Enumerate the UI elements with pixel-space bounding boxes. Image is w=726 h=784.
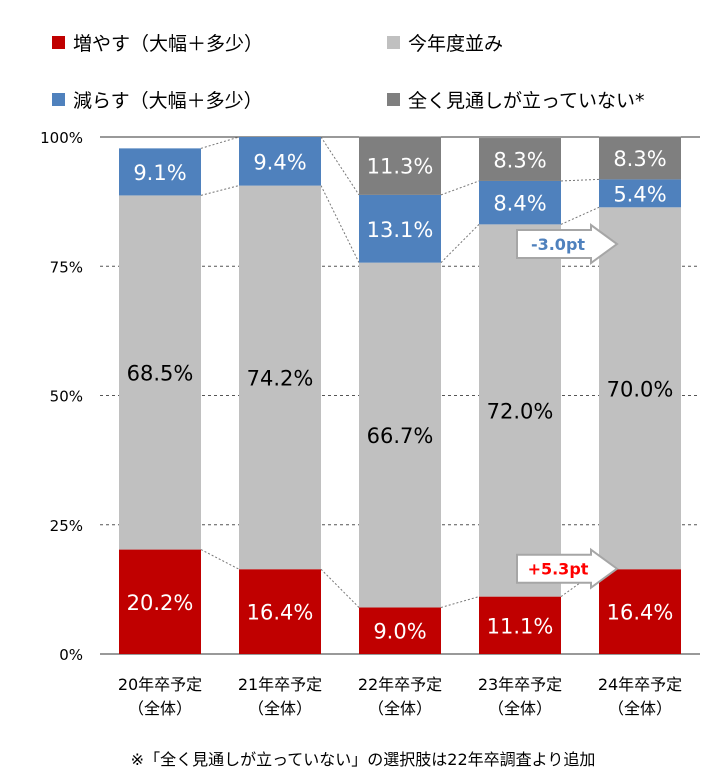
x-category-label-1-1: （全体） <box>248 699 312 718</box>
data-label-0-1: 16.4% <box>247 601 314 625</box>
x-category-label-0-0: 20年卒予定 <box>118 675 202 694</box>
bar-segment-0-4 <box>599 569 681 654</box>
data-label-3-4: 8.3% <box>613 147 666 171</box>
legend-item-decrease: 減らす（大幅＋多少） <box>52 86 263 113</box>
series-connector-line <box>200 185 240 196</box>
annotation-decrease-label: -3.0pt <box>531 235 585 254</box>
data-label-2-4: 5.4% <box>613 182 666 206</box>
bar-segment-1-1 <box>239 185 321 570</box>
x-category-label-3-0: 23年卒予定 <box>478 675 562 694</box>
bar-segment-2-2 <box>359 194 441 263</box>
data-label-1-3: 72.0% <box>487 399 554 423</box>
legend-item-undecided: 全く見通しが立っていない* <box>387 86 645 113</box>
legend-swatch-undecided <box>387 93 400 106</box>
legend-label-same: 今年度並み <box>408 33 504 55</box>
bar-segment-1-3 <box>479 224 561 597</box>
x-category-label-0-1: （全体） <box>128 699 192 718</box>
series-connector-line <box>440 596 480 608</box>
bar-segment-0-0 <box>119 549 201 654</box>
x-category-label-1-0: 21年卒予定 <box>238 675 322 694</box>
series-connector-line <box>440 180 480 196</box>
x-category-label-2-0: 22年卒予定 <box>358 675 442 694</box>
x-category-label-3-1: （全体） <box>488 699 552 718</box>
series-connector-line <box>200 136 240 149</box>
data-label-1-2: 66.7% <box>367 424 434 448</box>
y-tick-label-25: 25% <box>50 517 83 535</box>
annotation-increase-arrow <box>516 547 619 590</box>
data-label-0-4: 16.4% <box>607 601 674 625</box>
series-connector-line <box>440 224 480 263</box>
legend-item-increase: 増やす（大幅＋多少） <box>52 29 263 56</box>
series-connector-line <box>560 206 600 225</box>
bar-segment-3-3 <box>479 138 561 181</box>
bar-segment-0-1 <box>239 569 321 654</box>
legend-label-decrease: 減らす（大幅＋多少） <box>73 90 263 112</box>
bar-segment-0-3 <box>479 596 561 654</box>
x-category-label-4-0: 24年卒予定 <box>598 675 682 694</box>
y-tick-label-100: 100% <box>40 129 83 147</box>
bar-segment-2-3 <box>479 180 561 225</box>
bar-segment-2-0 <box>119 148 201 196</box>
data-label-0-3: 11.1% <box>487 614 554 638</box>
legend-label-undecided: 全く見通しが立っていない* <box>408 90 645 112</box>
data-label-0-2: 9.0% <box>373 620 426 644</box>
y-tick-label-75: 75% <box>50 258 83 276</box>
annotation-decrease-arrow <box>516 223 619 265</box>
data-label-2-3: 8.4% <box>493 192 546 216</box>
legend-item-same: 今年度並み <box>387 29 503 56</box>
series-connector-line <box>320 568 360 608</box>
annotation-increase-label: +5.3pt <box>528 560 589 579</box>
data-label-2-2: 13.1% <box>367 218 434 242</box>
legend-swatch-increase <box>52 36 65 49</box>
data-label-0-0: 20.2% <box>127 591 194 615</box>
bar-segment-3-2 <box>359 136 441 195</box>
bar-segment-2-4 <box>599 179 681 208</box>
series-connector-line <box>560 178 600 182</box>
x-category-label-4-1: （全体） <box>608 699 672 718</box>
y-tick-label-50: 50% <box>50 388 83 406</box>
data-label-1-0: 68.5% <box>127 361 194 385</box>
legend-swatch-decrease <box>52 93 65 106</box>
series-connector-line <box>320 185 360 263</box>
bar-segment-1-4 <box>599 207 681 570</box>
data-label-2-1: 9.4% <box>253 150 306 174</box>
legend-swatch-same <box>387 36 400 49</box>
footnote: ※「全く見通しが立っていない」の選択肢は22年卒調査より追加 <box>130 750 596 769</box>
legend-label-increase: 増やす（大幅＋多少） <box>73 33 264 55</box>
data-label-3-3: 8.3% <box>493 148 546 172</box>
data-label-2-0: 9.1% <box>133 161 186 185</box>
bar-segment-0-2 <box>359 607 441 654</box>
bar-segment-2-1 <box>239 137 321 186</box>
bar-segment-3-4 <box>599 136 681 180</box>
data-label-1-1: 74.2% <box>247 366 314 390</box>
series-connector-line <box>200 549 240 570</box>
y-tick-label-0: 0% <box>59 646 83 664</box>
x-category-label-2-1: （全体） <box>368 699 432 718</box>
data-label-3-2: 11.3% <box>367 155 434 179</box>
series-connector-line <box>320 136 360 196</box>
bar-segment-1-0 <box>119 195 201 550</box>
bar-segment-1-2 <box>359 262 441 608</box>
data-label-1-4: 70.0% <box>607 377 674 401</box>
